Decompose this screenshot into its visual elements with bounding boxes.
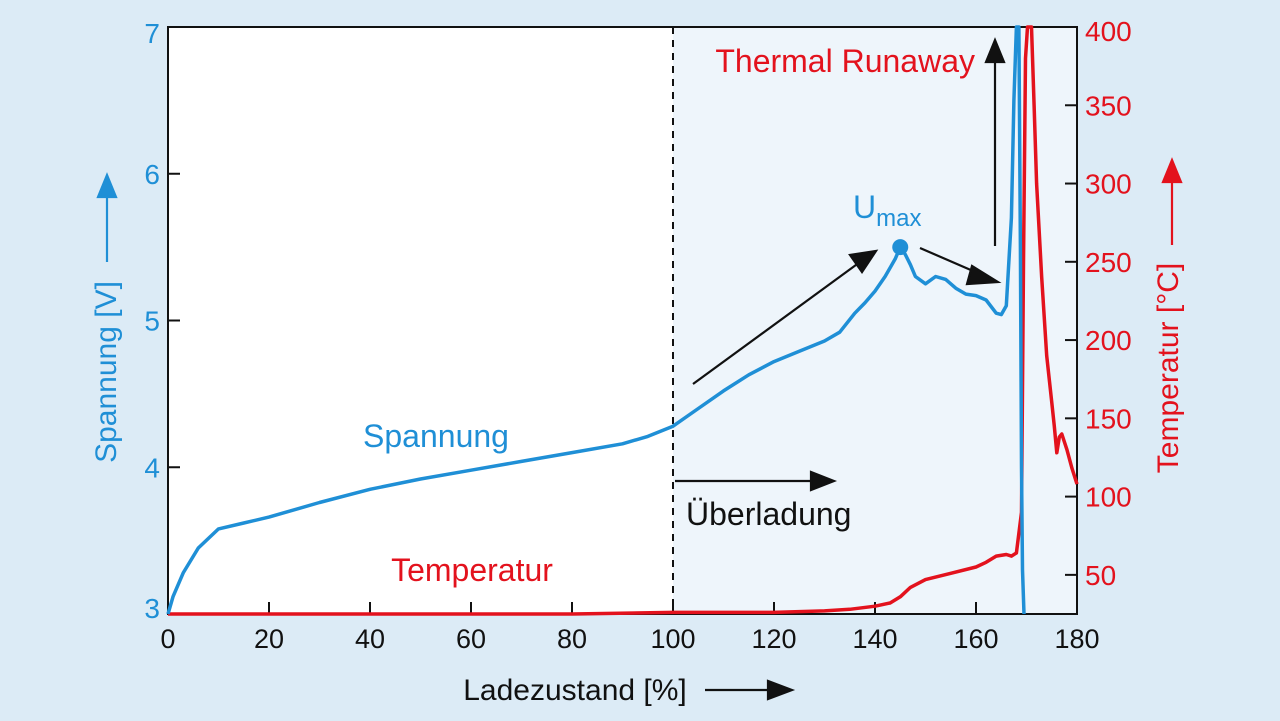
rise-arrow-line <box>692 261 861 385</box>
y-left-arrow-head <box>96 172 118 199</box>
y-left-tick-label: 7 <box>144 18 160 49</box>
y-left-arrow <box>96 172 118 262</box>
x-tick-label: 120 <box>751 624 796 654</box>
y-left-tick-label: 6 <box>144 159 160 190</box>
overcharge-region <box>673 27 1077 614</box>
y-right-tick-label: 200 <box>1085 325 1132 356</box>
y-right-tick-label: 300 <box>1085 169 1132 200</box>
y-right-ticks: 50 100 150 200 250 300 350 400 <box>1065 16 1132 591</box>
x-tick-label: 80 <box>557 624 587 654</box>
x-tick-label: 20 <box>254 624 284 654</box>
y-right-arrow <box>1161 157 1183 245</box>
x-tick-label: 40 <box>355 624 385 654</box>
y-right-tick-label: 150 <box>1085 403 1132 434</box>
y-left-tick-label: 3 <box>144 593 160 624</box>
y-left-tick-label: 4 <box>144 452 160 483</box>
drop-arrow-head <box>965 264 1002 286</box>
y-left-axis-title: Spannung [V] <box>90 281 123 463</box>
y-left-ticks: 3 4 5 6 7 <box>144 18 180 624</box>
umax-label-main: U <box>853 189 876 225</box>
annotation-arrows <box>675 37 1006 701</box>
y-left-tick-label: 5 <box>144 306 160 337</box>
x-tick-label: 180 <box>1054 624 1099 654</box>
xlabel-arrow-head <box>766 679 796 701</box>
runaway-arrow-head <box>984 37 1006 64</box>
umax-marker <box>892 239 909 256</box>
x-tick-label: 160 <box>953 624 998 654</box>
umax-label-sub: max <box>876 205 921 232</box>
y-right-tick-label: 400 <box>1085 16 1132 47</box>
x-tick-label: 140 <box>852 624 897 654</box>
voltage-series-line <box>166 25 1026 615</box>
y-right-arrow-head <box>1161 157 1183 184</box>
y-right-axis-title: Temperatur [°C] <box>1152 263 1185 473</box>
umax-label: Umax <box>853 189 921 232</box>
temperature-series-line <box>168 25 1079 616</box>
temperature-label: Temperatur <box>391 552 553 588</box>
y-right-tick-label: 100 <box>1085 482 1132 513</box>
voltage-label: Spannung <box>363 418 509 454</box>
overcharge-arrow-head <box>809 470 838 492</box>
y-right-tick-label: 350 <box>1085 90 1132 121</box>
y-right-tick-label: 250 <box>1085 247 1132 278</box>
thermal-runaway-label: Thermal Runaway <box>715 43 975 79</box>
x-tick-label: 60 <box>456 624 486 654</box>
x-axis-title: Ladezustand [%] <box>463 674 687 707</box>
rise-arrow-head <box>848 249 879 274</box>
y-right-tick-label: 50 <box>1085 560 1116 591</box>
x-ticks: 0 20 40 60 80 100 120 140 160 180 <box>160 602 1100 654</box>
x-tick-label: 100 <box>650 624 695 654</box>
overcharge-label: Überladung <box>686 496 851 532</box>
x-tick-label: 0 <box>160 624 175 654</box>
